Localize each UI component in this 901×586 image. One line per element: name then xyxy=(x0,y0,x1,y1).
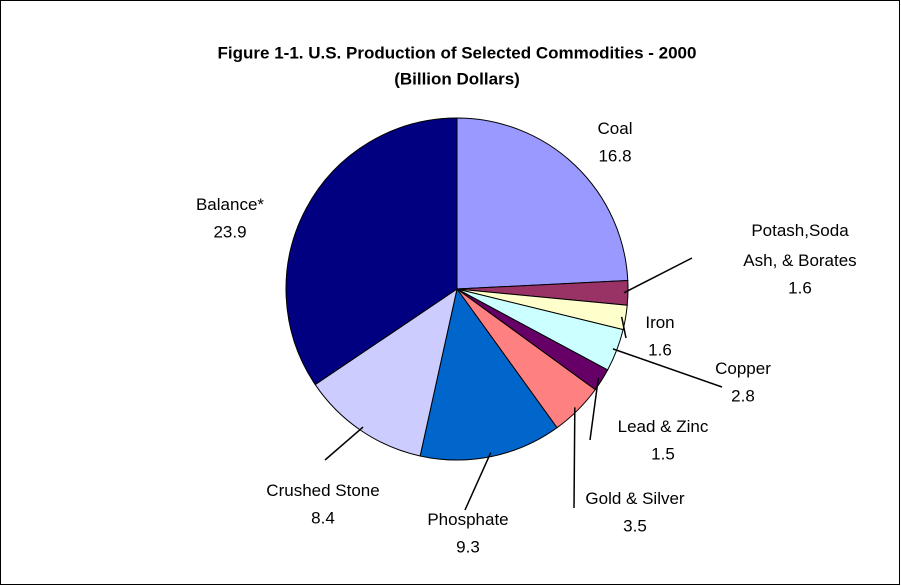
leader-line xyxy=(573,407,576,509)
slice-value-label: 2.8 xyxy=(731,386,755,405)
leader-line xyxy=(620,316,627,339)
slice-label: Phosphate xyxy=(427,510,508,529)
slice-label: Coal xyxy=(598,119,633,138)
chart-subtitle: (Billion Dollars) xyxy=(394,69,520,88)
pie-slice xyxy=(456,117,629,290)
leader-line xyxy=(612,348,723,388)
slice-label: Copper xyxy=(715,359,771,378)
slice-label: Crushed Stone xyxy=(266,481,379,500)
leader-line xyxy=(589,377,600,441)
slice-value-label: 8.4 xyxy=(311,508,335,527)
pie-slice xyxy=(285,117,458,386)
leader-line xyxy=(464,452,492,511)
slice-value-label: 3.5 xyxy=(623,516,647,535)
pie-slice xyxy=(314,287,458,457)
slice-value-label: 1.6 xyxy=(648,340,672,359)
slice-value-label: 1.6 xyxy=(788,278,812,297)
slice-value-label: 1.5 xyxy=(651,444,675,463)
leader-line xyxy=(623,257,693,294)
slice-label: Iron xyxy=(645,313,674,332)
slice-value-label: 9.3 xyxy=(456,537,480,556)
leader-line xyxy=(324,426,364,461)
slice-label: Potash,Soda Ash, & Borates xyxy=(743,221,856,270)
slice-value-label: 16.8 xyxy=(598,146,631,165)
pie-slice xyxy=(419,287,558,461)
chart-title: Figure 1-1. U.S. Production of Selected … xyxy=(218,43,697,62)
slice-label: Lead & Zinc xyxy=(618,417,709,436)
slice-label: Balance* xyxy=(196,195,264,214)
slice-label: Gold & Silver xyxy=(585,489,685,508)
slice-value-label: 23.9 xyxy=(213,222,246,241)
